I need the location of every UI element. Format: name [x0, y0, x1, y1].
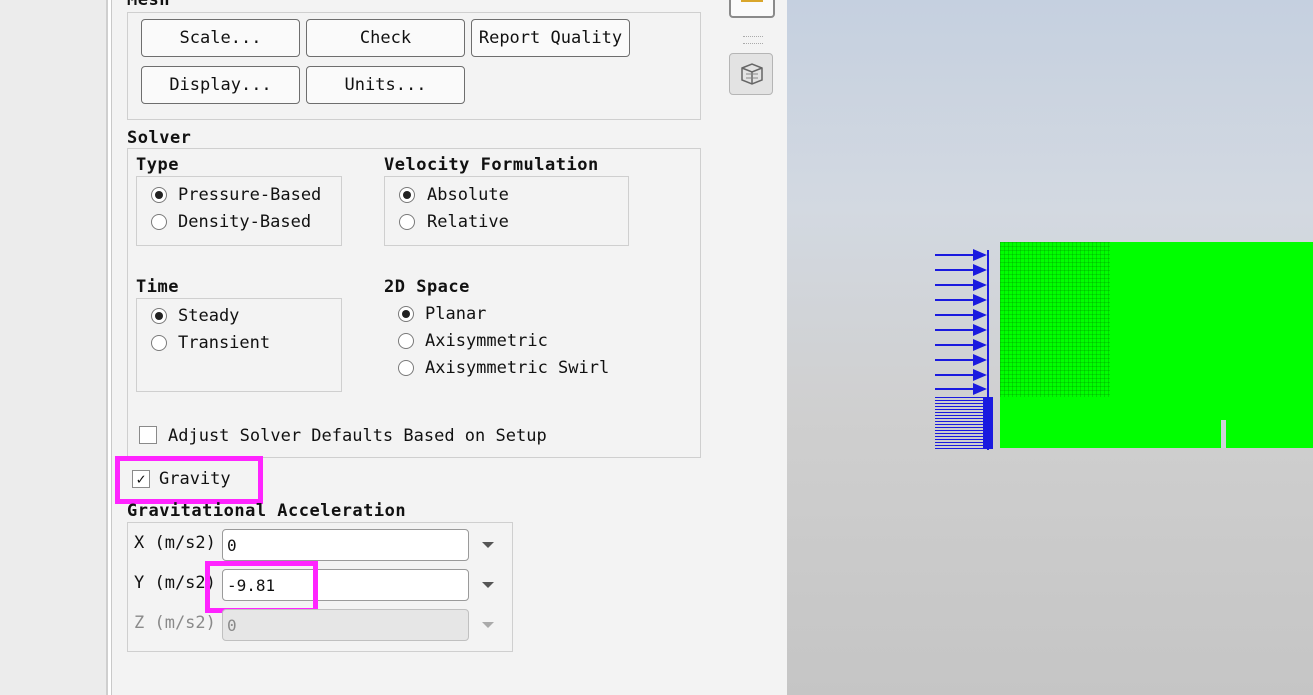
left-strip [0, 0, 108, 695]
mesh-slot [1221, 420, 1226, 448]
relative-radio[interactable] [399, 214, 415, 230]
general-settings-panel: Mesh Scale... Check Report Quality Displ… [111, 0, 716, 695]
splitter[interactable] [106, 0, 108, 695]
gravity-highlight [115, 456, 263, 504]
gravity-acceleration-group [127, 522, 513, 652]
axisymmetric-swirl-radio[interactable] [398, 360, 414, 376]
display-tool-icon[interactable] [729, 0, 775, 18]
axisymmetric-label[interactable]: Axisymmetric [425, 331, 548, 351]
planar-radio[interactable] [398, 306, 414, 322]
transient-label[interactable]: Transient [178, 333, 271, 353]
z-accel-label: Z (m/s2) [134, 613, 216, 633]
report-quality-button[interactable]: Report Quality [471, 19, 630, 57]
toolbar-grip-icon[interactable] [743, 36, 763, 44]
velocity-group [384, 176, 629, 246]
pressure-based-radio[interactable] [151, 187, 167, 203]
mesh-view-icon[interactable] [729, 53, 773, 95]
x-accel-input[interactable]: 0 [222, 529, 469, 561]
mesh-group [127, 12, 701, 120]
solver-group [127, 148, 701, 458]
x-accel-label: X (m/s2) [134, 533, 216, 553]
type-header: Type [136, 155, 179, 175]
adjust-defaults-label[interactable]: Adjust Solver Defaults Based on Setup [168, 426, 547, 446]
steady-radio[interactable] [151, 308, 167, 324]
gravity-label[interactable]: Gravity [159, 469, 231, 489]
mesh-header: Mesh [127, 0, 170, 10]
density-based-radio[interactable] [151, 214, 167, 230]
transient-radio[interactable] [151, 335, 167, 351]
solver-header: Solver [127, 128, 192, 148]
y-accel-dropdown-icon[interactable] [482, 582, 494, 588]
axisymmetric-radio[interactable] [398, 333, 414, 349]
display-button[interactable]: Display... [141, 66, 300, 104]
time-header: Time [136, 277, 179, 297]
scale-button[interactable]: Scale... [141, 19, 300, 57]
mesh-domain [1000, 242, 1313, 448]
gravitational-acceleration-header: Gravitational Acceleration [127, 501, 407, 521]
type-group [136, 176, 342, 246]
x-accel-dropdown-icon[interactable] [482, 542, 494, 548]
space-header: 2D Space [384, 277, 470, 297]
gravity-checkbox[interactable]: ✓ [132, 470, 150, 488]
absolute-label[interactable]: Absolute [427, 185, 509, 205]
graphics-viewport[interactable] [787, 0, 1313, 695]
view-toolbar [715, 0, 787, 695]
z-accel-dropdown-icon [482, 622, 494, 628]
pressure-based-label[interactable]: Pressure-Based [178, 185, 322, 205]
steady-label[interactable]: Steady [178, 306, 240, 326]
axisymmetric-swirl-label[interactable]: Axisymmetric Swirl [425, 358, 610, 378]
velocity-formulation-header: Velocity Formulation [384, 155, 599, 175]
relative-label[interactable]: Relative [427, 212, 509, 232]
adjust-defaults-checkbox[interactable] [139, 426, 157, 444]
y-accel-label: Y (m/s2) [134, 573, 216, 593]
time-group [136, 298, 342, 392]
check-button[interactable]: Check [306, 19, 465, 57]
units-button[interactable]: Units... [306, 66, 465, 104]
y-accel-highlight [205, 561, 318, 613]
z-accel-input: 0 [222, 609, 469, 641]
density-based-label[interactable]: Density-Based [178, 212, 312, 232]
y-accel-input[interactable]: -9.81 [222, 569, 469, 601]
planar-label[interactable]: Planar [425, 304, 487, 324]
mesh-refinement [1000, 242, 1110, 397]
absolute-radio[interactable] [399, 187, 415, 203]
inlet-velocity-arrows [935, 242, 1005, 454]
